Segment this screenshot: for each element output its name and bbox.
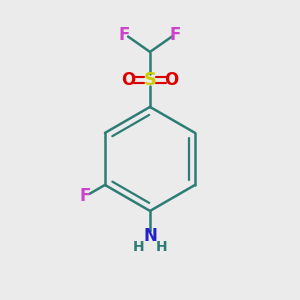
Text: O: O <box>164 71 178 89</box>
Text: F: F <box>119 26 130 44</box>
Text: F: F <box>170 26 181 44</box>
Text: O: O <box>122 71 136 89</box>
Text: S: S <box>143 71 157 89</box>
Text: H: H <box>155 241 167 254</box>
Text: H: H <box>133 241 145 254</box>
Text: F: F <box>80 187 91 205</box>
Text: N: N <box>143 227 157 245</box>
